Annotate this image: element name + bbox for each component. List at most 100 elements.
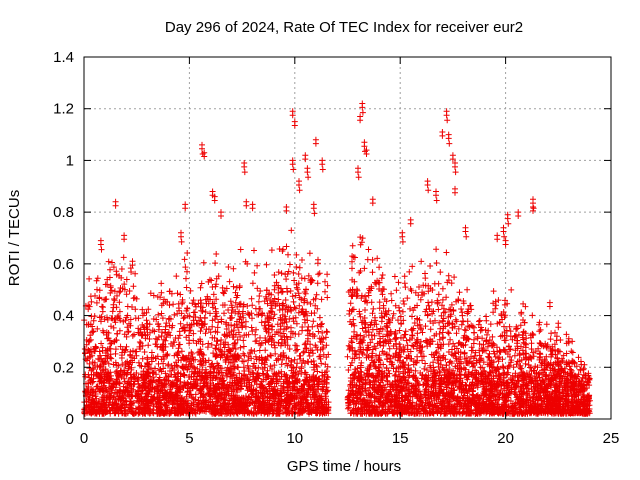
data-point [212,260,219,267]
data-point [401,273,408,280]
data-point [397,313,404,320]
data-point [257,334,263,341]
data-point [376,264,383,271]
data-point [221,310,227,317]
data-point [370,305,377,312]
data-point [290,269,297,276]
data-point [249,280,256,287]
data-point [406,268,413,275]
data-point [324,271,331,278]
data-point [92,292,98,299]
data-point [509,336,516,343]
data-point [166,315,173,322]
data-point [365,246,372,253]
data-point [448,280,455,287]
data-point [293,264,300,270]
data-point [282,297,289,303]
data-point [391,273,398,280]
data-point [502,337,509,344]
data-point [268,247,275,254]
data-point [143,317,150,324]
data-point [175,345,182,352]
data-point [137,362,143,369]
data-point [437,269,444,276]
data-point [230,283,237,290]
data-point [305,272,312,279]
data-point [251,348,258,355]
data-point [245,357,252,364]
data-point [411,320,418,326]
data-point [461,326,468,333]
data-point [447,336,454,343]
data-point [293,347,299,354]
data-point [155,360,162,367]
data-point [396,327,403,334]
data-point [528,340,535,347]
data-point [181,314,188,321]
data-point [309,323,316,330]
data-point [487,321,494,328]
data-point [121,286,128,293]
data-point [307,341,314,348]
data-point [316,314,323,321]
chart-title: Day 296 of 2024, Rate Of TEC Index for r… [165,19,523,36]
data-point [180,324,187,331]
data-point [359,325,366,332]
data-point [458,321,465,328]
data-point [123,276,130,283]
data-point [174,290,181,297]
data-point [130,347,136,354]
data-point [403,337,410,344]
data-point [422,360,429,367]
data-point [427,326,434,333]
data-point [313,291,320,298]
data-point [495,297,502,304]
data-point [347,300,354,307]
data-point [453,318,460,325]
data-point [459,318,466,324]
data-point [510,364,517,371]
data-point [445,341,452,348]
data-point [445,330,452,337]
data-point [543,321,550,328]
data-point [102,281,109,288]
data-point [288,227,295,234]
data-point [183,284,190,291]
data-point [569,349,576,356]
data-point [240,337,247,344]
data-point [186,313,193,320]
data-point [244,303,251,309]
data-point [410,307,417,314]
data-point [272,344,278,351]
data-point [422,275,429,282]
data-point [314,280,321,287]
data-point [236,370,243,377]
data-point [499,356,506,363]
data-point [175,305,182,312]
data-point [111,296,117,302]
data-point [120,254,127,261]
data-point [259,366,266,372]
data-point [278,361,285,368]
data-point [184,305,191,312]
data-point [402,328,409,335]
data-point [425,288,432,295]
data-point [109,308,116,315]
data-point [448,311,455,318]
data-point [362,307,368,313]
data-point [177,291,184,298]
data-point [474,333,481,340]
data-point [427,263,434,269]
data-point [322,278,328,285]
data-point [421,365,428,372]
data-point [162,330,168,336]
data-point [348,359,355,366]
data-point [184,250,191,256]
data-point [376,299,383,306]
data-point [529,312,536,319]
data-point [190,297,197,304]
data-point [258,319,265,326]
data-point [187,287,194,294]
data-point [198,280,205,287]
